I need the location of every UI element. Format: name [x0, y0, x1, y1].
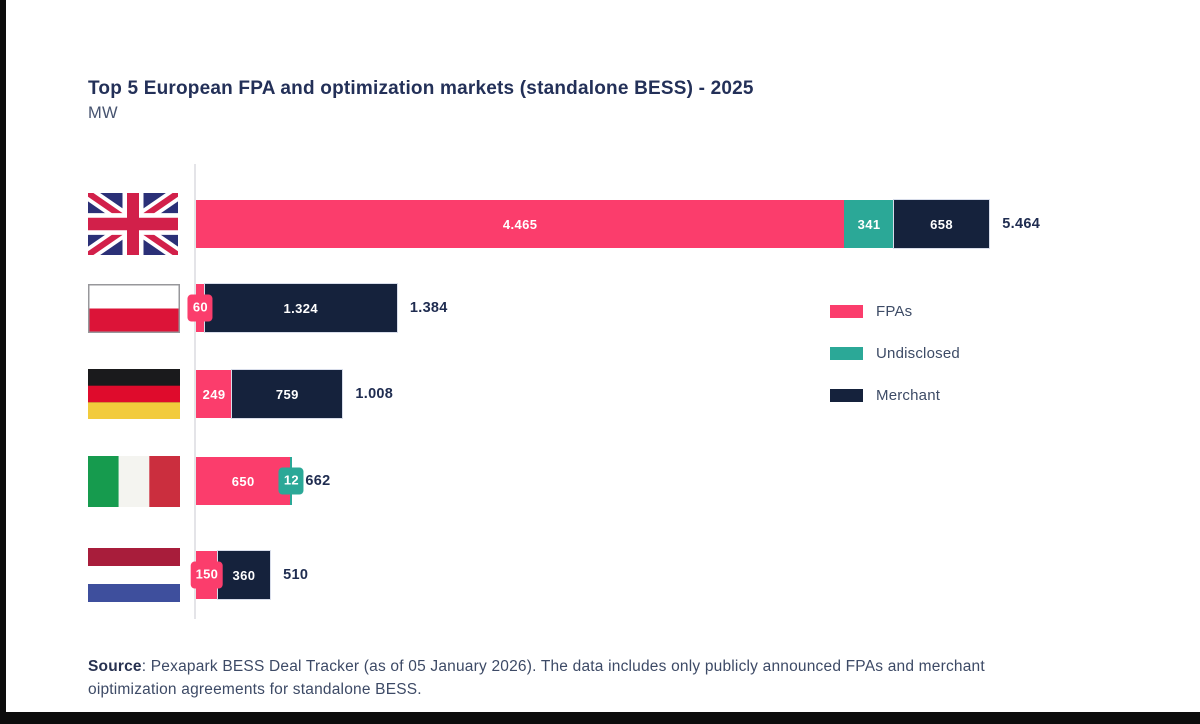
segment-value-label: 658: [930, 216, 953, 232]
legend-label: FPAs: [876, 302, 913, 320]
legend: FPAs Undisclosed Merchant: [830, 302, 960, 430]
bar-united-kingdom: 4.465 341 658 5.464: [196, 200, 1040, 248]
screen-bottom-edge: [0, 712, 1200, 724]
segment-value-label: 360: [232, 567, 256, 583]
segment-value-label: 4.465: [502, 216, 538, 232]
bar-netherlands: 150 360 510: [190, 551, 309, 599]
source-text-line1: : Pexapark BESS Deal Tracker (as of 05 J…: [141, 658, 985, 675]
flag-netherlands: [88, 548, 180, 602]
legend-swatch-fpas: [830, 304, 863, 318]
legend-item-merchant: Merchant: [830, 386, 960, 404]
legend-item-undisclosed: Undisclosed: [830, 344, 960, 362]
segment-fpas-poland: 60: [187, 284, 213, 332]
segment-value-label: 150: [190, 561, 224, 589]
flag-italy: [88, 455, 180, 507]
flag-united-kingdom: [88, 193, 178, 255]
segment-value-label: 1.324: [283, 300, 319, 316]
segment-fpas-netherlands: 150: [190, 551, 224, 599]
bar-germany: 249 759 1.008: [196, 370, 393, 418]
flag-germany: [88, 369, 180, 419]
unit-label: MW: [88, 104, 118, 122]
segment-fpas-italy: 650: [196, 457, 291, 505]
segment-fpas-united-kingdom: 4.465: [196, 200, 845, 248]
legend-swatch-merchant: [830, 388, 863, 402]
segment-merchant-united-kingdom: 658: [893, 200, 990, 248]
segment-undisclosed-italy: 12: [278, 457, 304, 505]
total-label-poland: 1.384: [409, 300, 448, 316]
total-label-netherlands: 510: [283, 567, 309, 583]
segment-value-label: 12: [278, 467, 304, 495]
segment-value-label: 60: [187, 294, 213, 322]
source-prefix: Source: [88, 658, 142, 675]
flag-poland: [88, 283, 180, 333]
segment-merchant-netherlands: 360: [217, 551, 271, 599]
segment-value-label: 249: [202, 386, 226, 402]
legend-swatch-undisclosed: [830, 346, 863, 360]
segment-undisclosed-united-kingdom: 341: [844, 200, 894, 248]
bar-italy: 650 12 662: [196, 457, 330, 505]
source-text-line2: oiptimization agreements for standalone …: [88, 681, 422, 699]
total-label-united-kingdom: 5.464: [1002, 216, 1041, 232]
chart-title: Top 5 European FPA and optimization mark…: [88, 78, 754, 99]
segment-fpas-germany: 249: [196, 370, 233, 418]
segment-value-label: 650: [231, 473, 255, 489]
bar-poland: 60 1.324 1.384: [187, 284, 448, 332]
legend-label: Merchant: [876, 386, 941, 404]
total-label-germany: 1.008: [355, 386, 394, 402]
legend-item-fpas: FPAs: [830, 302, 960, 320]
segment-merchant-germany: 759: [232, 370, 343, 418]
source-note: Source: Pexapark BESS Deal Tracker (as o…: [88, 655, 1098, 702]
y-axis-line: [194, 164, 196, 619]
segment-value-label: 341: [857, 216, 881, 232]
total-label-italy: 662: [305, 473, 331, 489]
legend-label: Undisclosed: [876, 344, 960, 362]
screen-left-edge: [0, 0, 6, 724]
segment-merchant-poland: 1.324: [204, 284, 397, 332]
segment-value-label: 759: [275, 386, 299, 402]
